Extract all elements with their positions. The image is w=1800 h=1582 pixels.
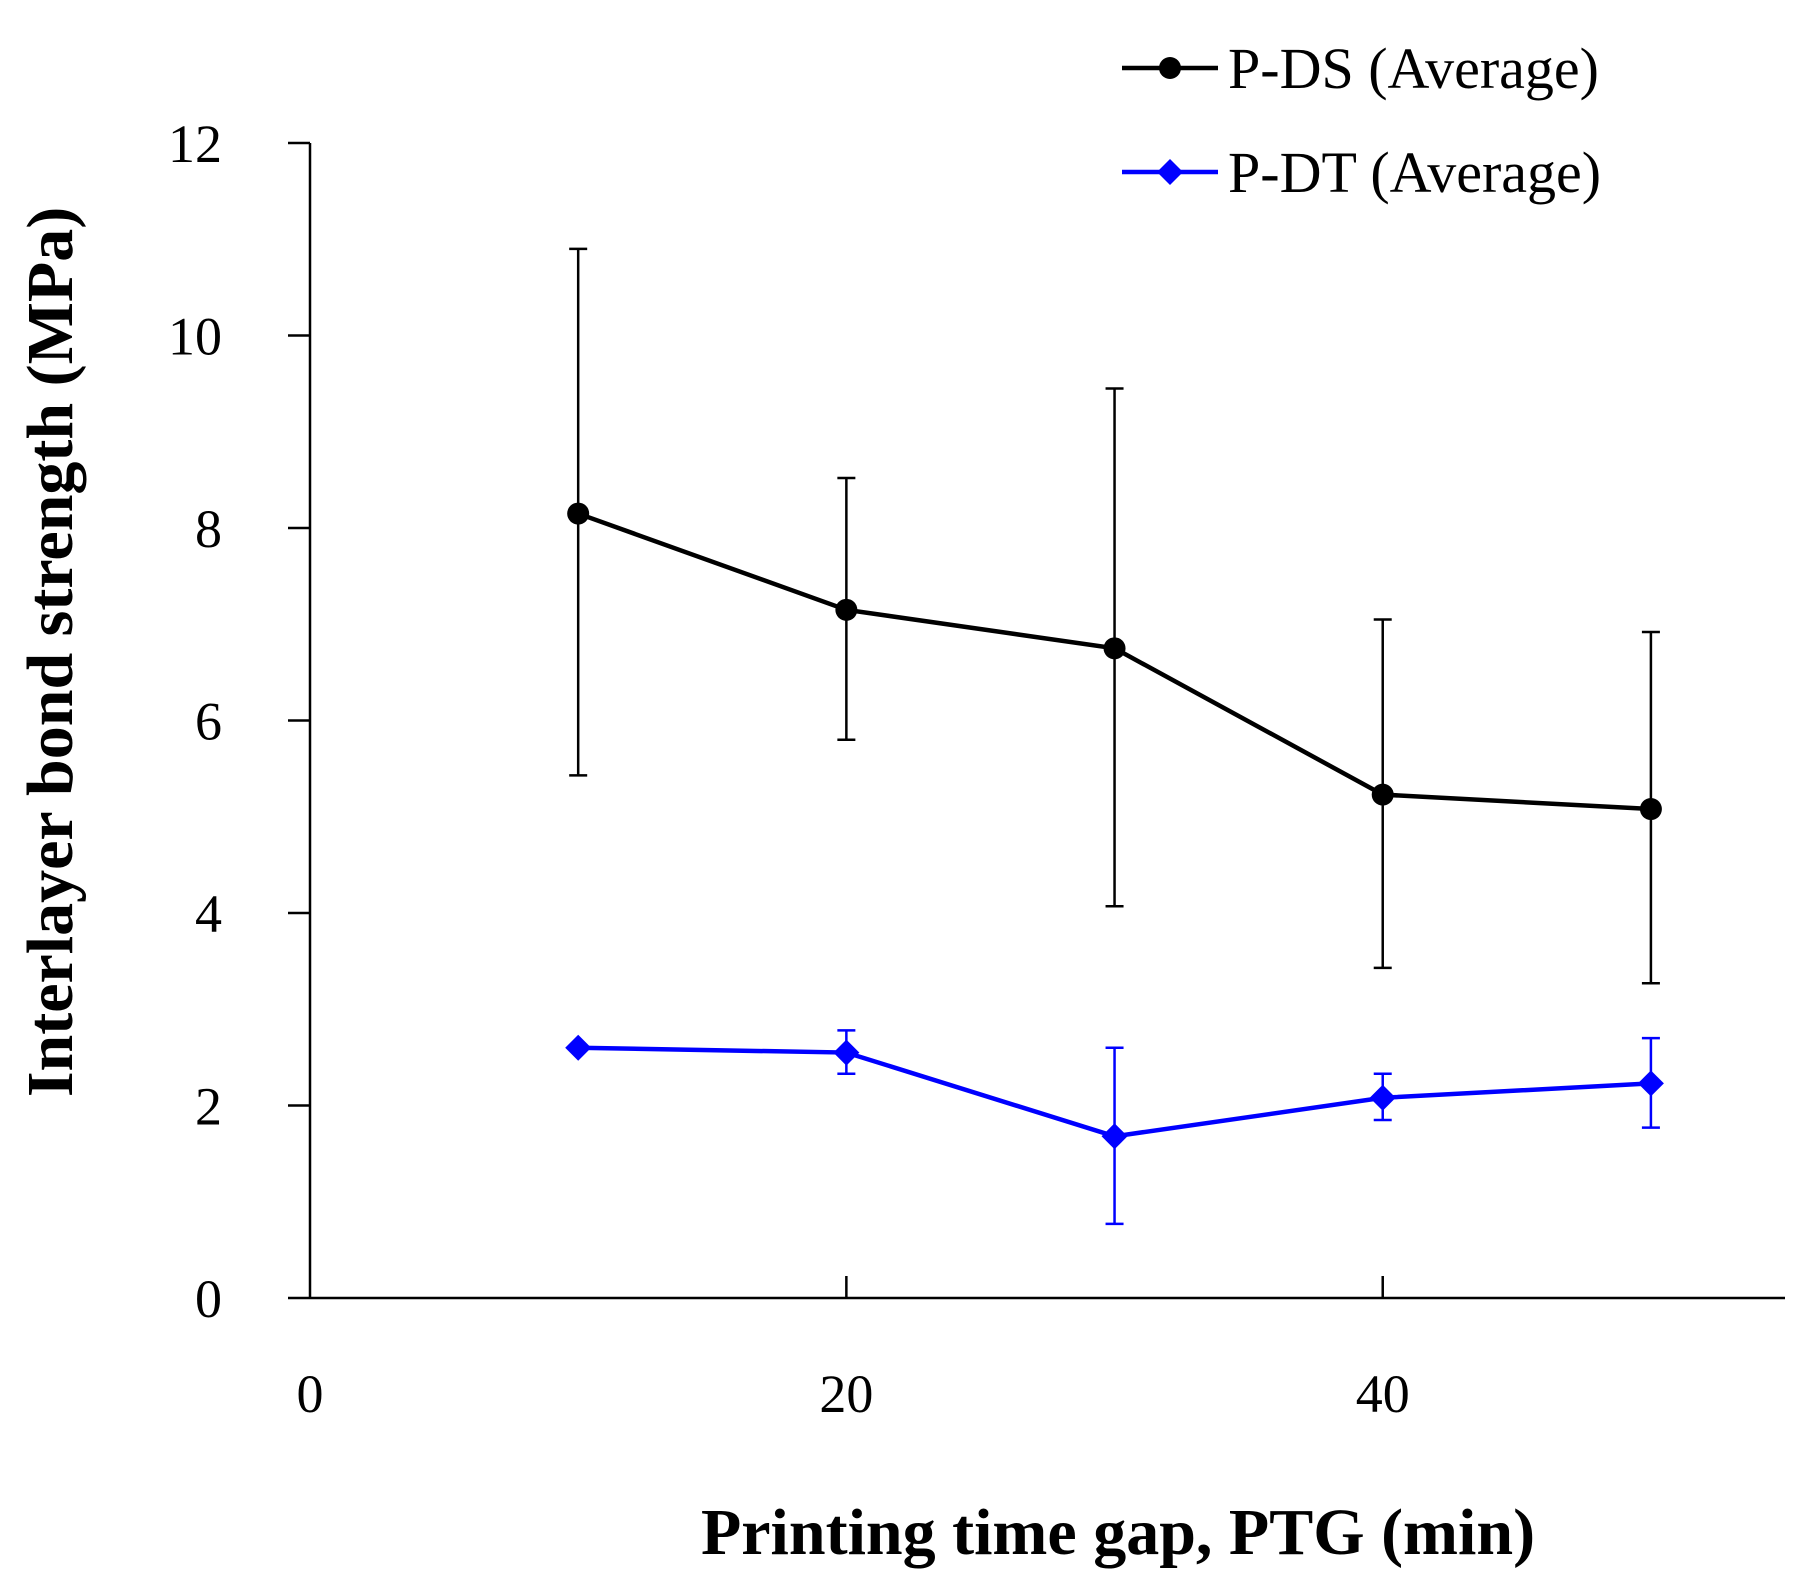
y-tick-label: 12 [168,114,222,174]
series-layer [565,247,1664,1226]
data-point [1369,1084,1396,1111]
axes: 0 2 4 6 8 10 12 0 20 40 [168,114,1785,1424]
y-axis-title: Interlayer bond strength (MPa) [14,207,87,1097]
y-tick-label: 10 [168,307,222,367]
y-tick-label: 2 [195,1077,222,1137]
legend-item: P-DS (Average) [1122,36,1599,101]
data-point [1371,783,1394,806]
legend: P-DS (Average) P-DT (Average) [1122,36,1601,205]
x-tick-label: 20 [819,1364,873,1424]
series-1 [567,247,1662,985]
y-tick-label: 8 [195,499,222,559]
series-2 [565,1029,1664,1226]
data-point [1103,637,1126,660]
y-tick-label: 4 [195,884,222,944]
data-point [567,502,590,525]
legend-marker [1159,57,1181,79]
x-axis-title: Printing time gap, PTG (min) [701,1496,1535,1569]
data-point [1101,1123,1128,1150]
legend-label: P-DT (Average) [1228,140,1601,205]
x-tick-label: 40 [1356,1364,1410,1424]
data-point [1637,1070,1664,1097]
legend-label: P-DS (Average) [1228,36,1599,101]
x-tick-label: 0 [297,1364,324,1424]
data-point [565,1034,592,1061]
legend-item: P-DT (Average) [1122,140,1601,205]
y-tick-label: 0 [195,1269,222,1329]
data-point [1639,798,1662,821]
legend-marker [1157,159,1183,185]
y-tick-label: 6 [195,692,222,752]
data-point [835,598,858,621]
data-point [833,1039,860,1066]
